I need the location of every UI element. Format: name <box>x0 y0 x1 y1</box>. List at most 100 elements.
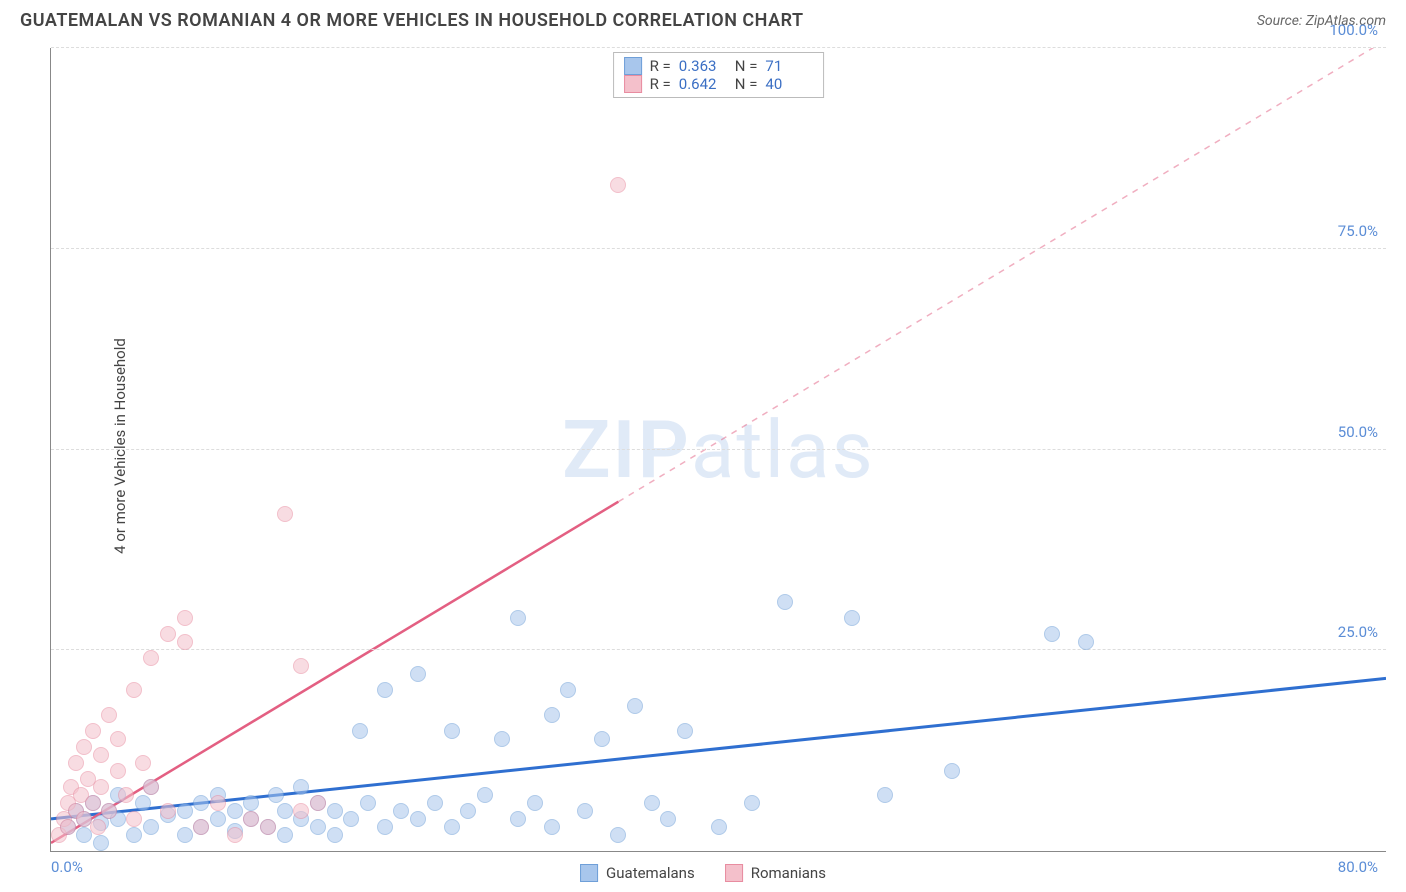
data-point <box>227 827 243 843</box>
watermark-bold: ZIP <box>562 403 691 497</box>
n-value-guatemalans: 71 <box>765 57 813 75</box>
data-point <box>193 819 209 835</box>
data-point <box>277 506 293 522</box>
data-point <box>193 795 209 811</box>
data-point <box>594 731 610 747</box>
data-point <box>177 634 193 650</box>
data-point <box>377 819 393 835</box>
data-point <box>110 763 126 779</box>
data-point <box>268 787 284 803</box>
data-point <box>310 795 326 811</box>
data-point <box>60 819 76 835</box>
data-point <box>610 177 626 193</box>
data-point <box>1044 626 1060 642</box>
gridline <box>51 449 1386 450</box>
data-point <box>210 811 226 827</box>
data-point <box>494 731 510 747</box>
gridline <box>51 248 1386 249</box>
swatch-romanians <box>725 864 743 882</box>
r-label: R = <box>650 57 671 75</box>
data-point <box>143 650 159 666</box>
stats-legend: R = 0.363 N = 71 R = 0.642 N = 40 <box>613 52 825 98</box>
data-point <box>90 819 106 835</box>
data-point <box>293 803 309 819</box>
data-point <box>427 795 443 811</box>
data-point <box>527 795 543 811</box>
data-point <box>352 723 368 739</box>
stats-row-romanians: R = 0.642 N = 40 <box>624 75 814 93</box>
data-point <box>510 811 526 827</box>
data-point <box>844 610 860 626</box>
x-tick-min: 0.0% <box>51 858 83 876</box>
data-point <box>293 779 309 795</box>
data-point <box>544 707 560 723</box>
legend-item-guatemalans: Guatemalans <box>580 864 695 882</box>
data-point <box>327 803 343 819</box>
data-point <box>1078 634 1094 650</box>
data-point <box>160 803 176 819</box>
data-point <box>243 795 259 811</box>
data-point <box>110 731 126 747</box>
data-point <box>393 803 409 819</box>
data-point <box>610 827 626 843</box>
chart-title: GUATEMALAN VS ROMANIAN 4 OR MORE VEHICLE… <box>20 10 804 31</box>
chart-plot-area: ZIPatlas R = 0.363 N = 71 R = 0.642 N = … <box>50 48 1386 852</box>
data-point <box>101 803 117 819</box>
data-point <box>544 819 560 835</box>
x-tick-max: 80.0% <box>1338 858 1378 876</box>
data-point <box>777 594 793 610</box>
data-point <box>444 819 460 835</box>
y-tick-label: 100.0% <box>1329 21 1378 39</box>
data-point <box>177 610 193 626</box>
data-point <box>744 795 760 811</box>
y-tick-label: 25.0% <box>1338 623 1378 641</box>
data-point <box>343 811 359 827</box>
data-point <box>260 819 276 835</box>
data-point <box>377 682 393 698</box>
data-point <box>135 795 151 811</box>
legend-item-romanians: Romanians <box>725 864 826 882</box>
swatch-romanians <box>624 75 642 93</box>
data-point <box>126 827 142 843</box>
data-point <box>118 787 134 803</box>
data-point <box>277 803 293 819</box>
data-point <box>677 723 693 739</box>
legend-label-romanians: Romanians <box>751 864 826 882</box>
data-point <box>93 779 109 795</box>
data-point <box>560 682 576 698</box>
data-point <box>477 787 493 803</box>
data-point <box>944 763 960 779</box>
n-label: N = <box>735 57 758 75</box>
n-label: N = <box>735 75 758 93</box>
data-point <box>627 698 643 714</box>
data-point <box>135 755 151 771</box>
data-point <box>177 827 193 843</box>
data-point <box>85 723 101 739</box>
data-point <box>660 811 676 827</box>
r-value-romanians: 0.642 <box>679 75 727 93</box>
data-point <box>85 795 101 811</box>
watermark-rest: atlas <box>691 403 875 497</box>
stats-row-guatemalans: R = 0.363 N = 71 <box>624 57 814 75</box>
n-value-romanians: 40 <box>765 75 813 93</box>
regression-lines <box>51 48 1386 851</box>
data-point <box>277 827 293 843</box>
data-point <box>126 682 142 698</box>
data-point <box>76 739 92 755</box>
r-label: R = <box>650 75 671 93</box>
data-point <box>143 819 159 835</box>
data-point <box>177 803 193 819</box>
data-point <box>877 787 893 803</box>
data-point <box>510 610 526 626</box>
y-tick-label: 75.0% <box>1338 222 1378 240</box>
data-point <box>310 819 326 835</box>
gridline <box>51 649 1386 650</box>
legend-label-guatemalans: Guatemalans <box>606 864 695 882</box>
data-point <box>577 803 593 819</box>
data-point <box>460 803 476 819</box>
data-point <box>93 747 109 763</box>
r-value-guatemalans: 0.363 <box>679 57 727 75</box>
watermark: ZIPatlas <box>562 403 875 497</box>
data-point <box>160 626 176 642</box>
data-point <box>410 811 426 827</box>
